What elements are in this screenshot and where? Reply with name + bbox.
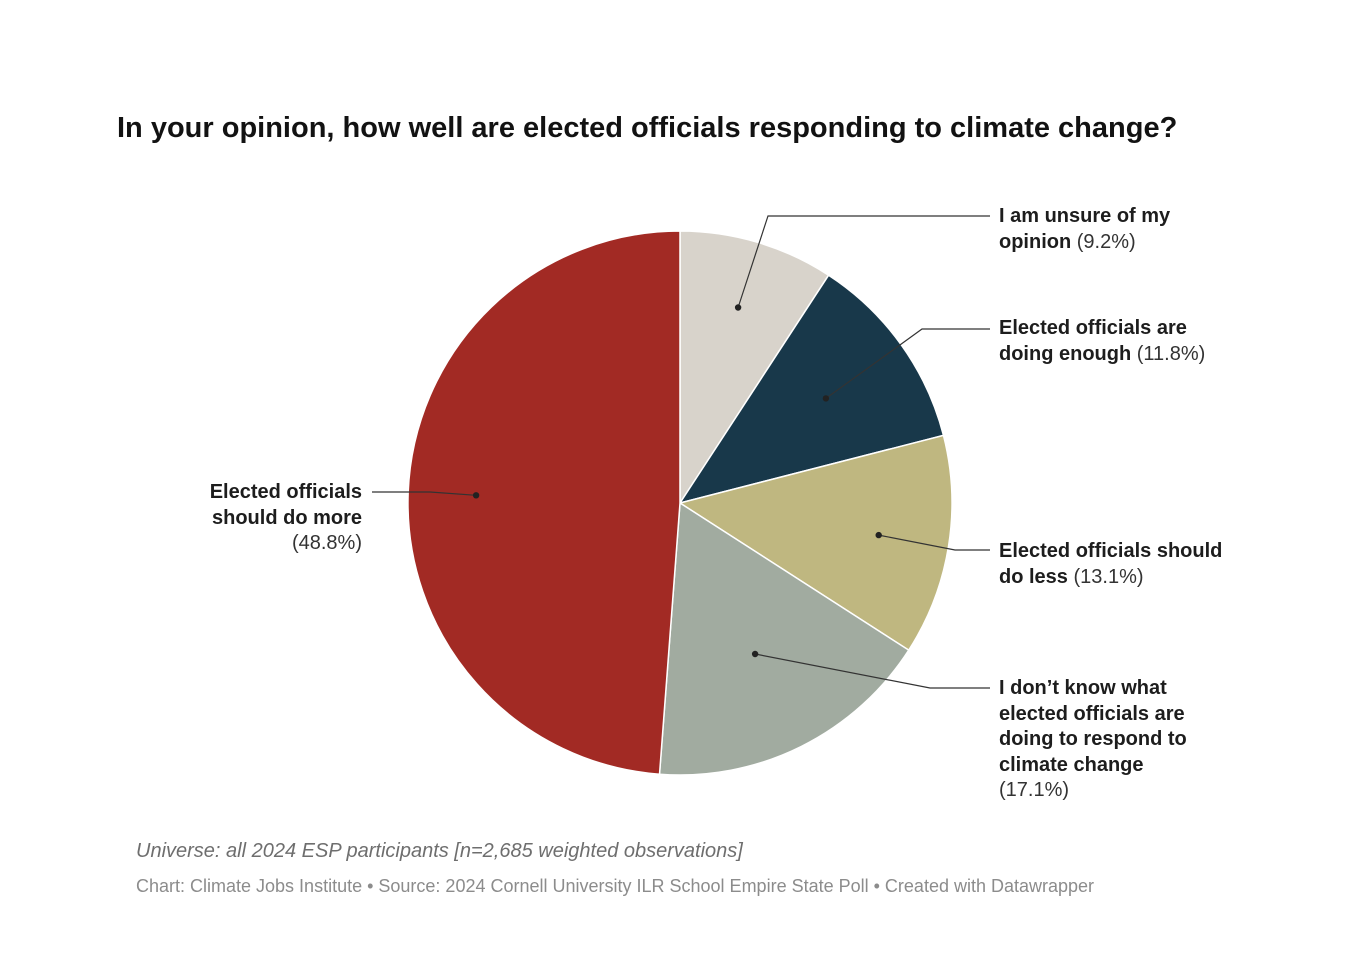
- slices-layer: [407, 230, 953, 776]
- chart-title: In your opinion, how well are elected of…: [117, 112, 1178, 144]
- slice-label-do-more-text: Elected officials should do more: [209, 481, 362, 529]
- pie-slice-do-less: [678, 434, 953, 652]
- leader-line-do-more: [372, 491, 477, 496]
- leader-dot-doing-enough: [822, 395, 830, 402]
- pie-slice-dont-know: [658, 501, 910, 776]
- leaders-layer: [372, 215, 990, 689]
- leader-dot-do-less: [875, 531, 882, 539]
- pie-slice-do-more: [407, 230, 681, 776]
- slice-value-do-more: (48.8%): [291, 532, 362, 554]
- leader-dot-dont-know: [751, 650, 759, 658]
- slice-value-do-less: (13.1%): [1073, 565, 1144, 588]
- slice-label-do-more: Elected officials should do more (48.8%): [182, 480, 362, 557]
- slice-label-unsure: I am unsure of my opinion (9.2%): [999, 204, 1239, 255]
- footer-source-note: Chart: Climate Jobs Institute • Source: …: [136, 876, 1095, 896]
- slice-label-dont-know-text: I don’t know what elected officials are …: [999, 677, 1187, 776]
- slice-label-do-less: Elected officials should do less (13.1%): [999, 539, 1239, 590]
- slice-value-doing-enough: (11.8%): [1136, 342, 1206, 365]
- leader-dot-do-more: [472, 492, 480, 499]
- leader-dot-unsure: [734, 304, 742, 311]
- slice-value-unsure: (9.2%): [1076, 230, 1136, 253]
- slice-label-do-less-text: Elected officials should do less: [999, 540, 1223, 588]
- slice-label-unsure-text: I am unsure of my opinion: [999, 205, 1171, 253]
- slice-label-doing-enough-text: Elected officials are doing enough: [999, 317, 1187, 365]
- leader-line-doing-enough: [825, 328, 990, 399]
- leader-line-unsure: [737, 215, 990, 308]
- leader-line-do-less: [878, 534, 990, 551]
- leader-line-dont-know: [754, 653, 990, 689]
- slice-label-dont-know: I don’t know what elected officials are …: [999, 676, 1214, 804]
- slice-label-doing-enough: Elected officials are doing enough (11.8…: [999, 316, 1239, 367]
- footer-universe-note: Universe: all 2024 ESP participants [n=2…: [136, 840, 743, 862]
- pie-slice-unsure: [679, 230, 830, 506]
- slice-value-dont-know: (17.1%): [999, 779, 1070, 801]
